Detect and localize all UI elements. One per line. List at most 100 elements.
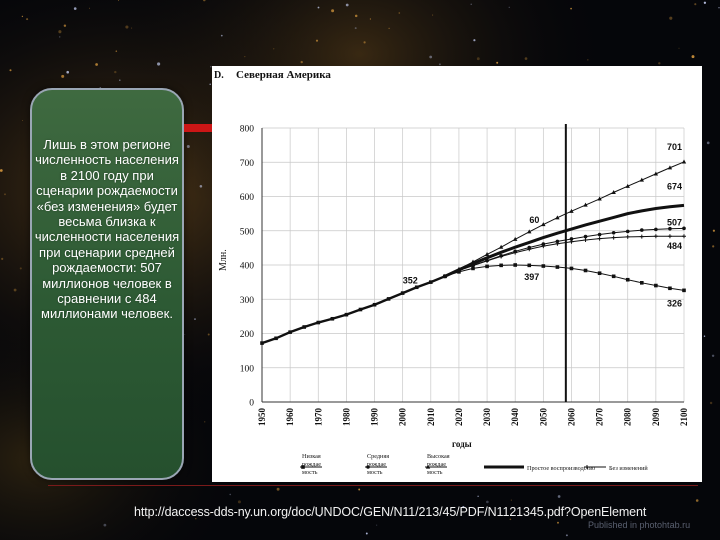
city-light: [186, 145, 190, 148]
city-light: [477, 495, 479, 497]
series-point-medium: [625, 229, 630, 234]
series-point-high: [681, 159, 687, 164]
x-tick-label: 2080: [623, 408, 633, 427]
series-point-constant: [639, 234, 644, 239]
series-point-high: [667, 165, 673, 170]
series-point-history: [288, 330, 292, 334]
city-light: [300, 60, 303, 64]
y-tick-label: 300: [240, 296, 255, 306]
city-light: [376, 524, 378, 526]
series-point-low: [583, 268, 588, 273]
series-point-high: [498, 244, 504, 249]
city-light: [118, 0, 119, 1]
y-tick-label: 200: [240, 330, 255, 340]
legend-label: мость: [367, 469, 383, 476]
data-label: 352: [403, 275, 418, 285]
series-point-history: [274, 336, 278, 341]
series-point-medium: [541, 242, 546, 246]
city-light: [66, 70, 69, 74]
series-point-high: [625, 183, 630, 188]
city-light: [195, 518, 197, 520]
city-light: [496, 61, 499, 64]
series-point-constant: [442, 274, 447, 279]
legend-marker-low: [301, 465, 305, 469]
city-light: [210, 66, 212, 68]
city-light: [695, 499, 699, 502]
city-light: [13, 288, 17, 292]
city-light: [557, 495, 561, 498]
legend-label: Простое воспроизводство: [527, 465, 595, 472]
data-label: 326: [667, 298, 682, 308]
series-point-medium: [611, 231, 616, 235]
series-point-medium: [654, 227, 658, 232]
y-tick-label: 600: [240, 193, 255, 203]
legend-marker-high: [425, 464, 431, 469]
city-light: [203, 0, 206, 2]
series-point-constant: [456, 268, 461, 273]
series-point-constant: [682, 234, 686, 239]
series-point-low: [513, 263, 517, 267]
series-point-history: [260, 341, 264, 345]
series-point-history: [344, 312, 349, 317]
series-point-low: [625, 277, 630, 282]
city-light: [317, 6, 320, 9]
series-point-constant: [527, 247, 532, 252]
city-light: [103, 523, 107, 527]
series-point-constant: [499, 254, 504, 259]
city-light: [194, 318, 196, 320]
city-light: [476, 57, 480, 61]
city-light: [709, 401, 713, 405]
legend-label: мость: [302, 469, 318, 476]
series-point-low: [611, 274, 616, 279]
city-light: [237, 500, 241, 504]
watermark: Published in photohtab.ru: [588, 520, 691, 530]
series-point-high: [611, 189, 616, 194]
series-point-low: [499, 263, 503, 268]
x-tick-label: 2020: [454, 408, 464, 427]
city-light: [462, 505, 465, 509]
city-light: [354, 14, 358, 18]
series-point-constant: [667, 234, 672, 239]
city-light: [706, 141, 710, 145]
city-light: [509, 518, 512, 521]
series-point-low: [541, 264, 546, 268]
callout-pointer: [184, 124, 220, 132]
legend-label: рождае: [427, 461, 446, 468]
city-light: [276, 487, 280, 491]
city-light: [273, 48, 275, 50]
legend-label: Высокая: [427, 453, 450, 460]
x-tick-label: 1990: [370, 408, 380, 427]
series-point-history: [372, 302, 377, 307]
city-light: [22, 120, 23, 121]
city-light: [58, 30, 62, 34]
series-point-history: [429, 280, 433, 284]
city-light: [486, 500, 489, 504]
series-point-low: [668, 286, 672, 291]
series-point-medium: [640, 228, 644, 232]
legend-label: мость: [427, 469, 443, 476]
city-light: [429, 55, 433, 59]
series-point-constant: [471, 263, 475, 268]
data-label: 674: [667, 181, 682, 191]
chart-panel-label: D.: [214, 70, 224, 81]
city-light: [388, 27, 390, 29]
city-light: [331, 9, 335, 13]
series-point-low: [640, 281, 644, 285]
legend-marker-medium: [366, 465, 370, 469]
source-url[interactable]: http://daccess-dds-ny.un.org/doc/UNDOC/G…: [134, 505, 647, 519]
city-light: [473, 39, 476, 42]
x-tick-label: 2040: [510, 408, 520, 427]
legend-marker-constant: [585, 465, 589, 469]
series-point-constant: [625, 234, 630, 239]
city-light: [61, 74, 65, 78]
series-point-medium: [597, 232, 602, 237]
city-light: [58, 36, 61, 38]
y-tick-label: 100: [240, 364, 255, 374]
y-tick-label: 700: [240, 159, 255, 169]
city-light: [678, 47, 680, 49]
city-light: [565, 534, 568, 537]
x-tick-label: 2070: [595, 408, 605, 427]
series-point-constant: [653, 234, 658, 239]
series-point-high: [513, 236, 518, 241]
data-label: 701: [667, 142, 682, 152]
